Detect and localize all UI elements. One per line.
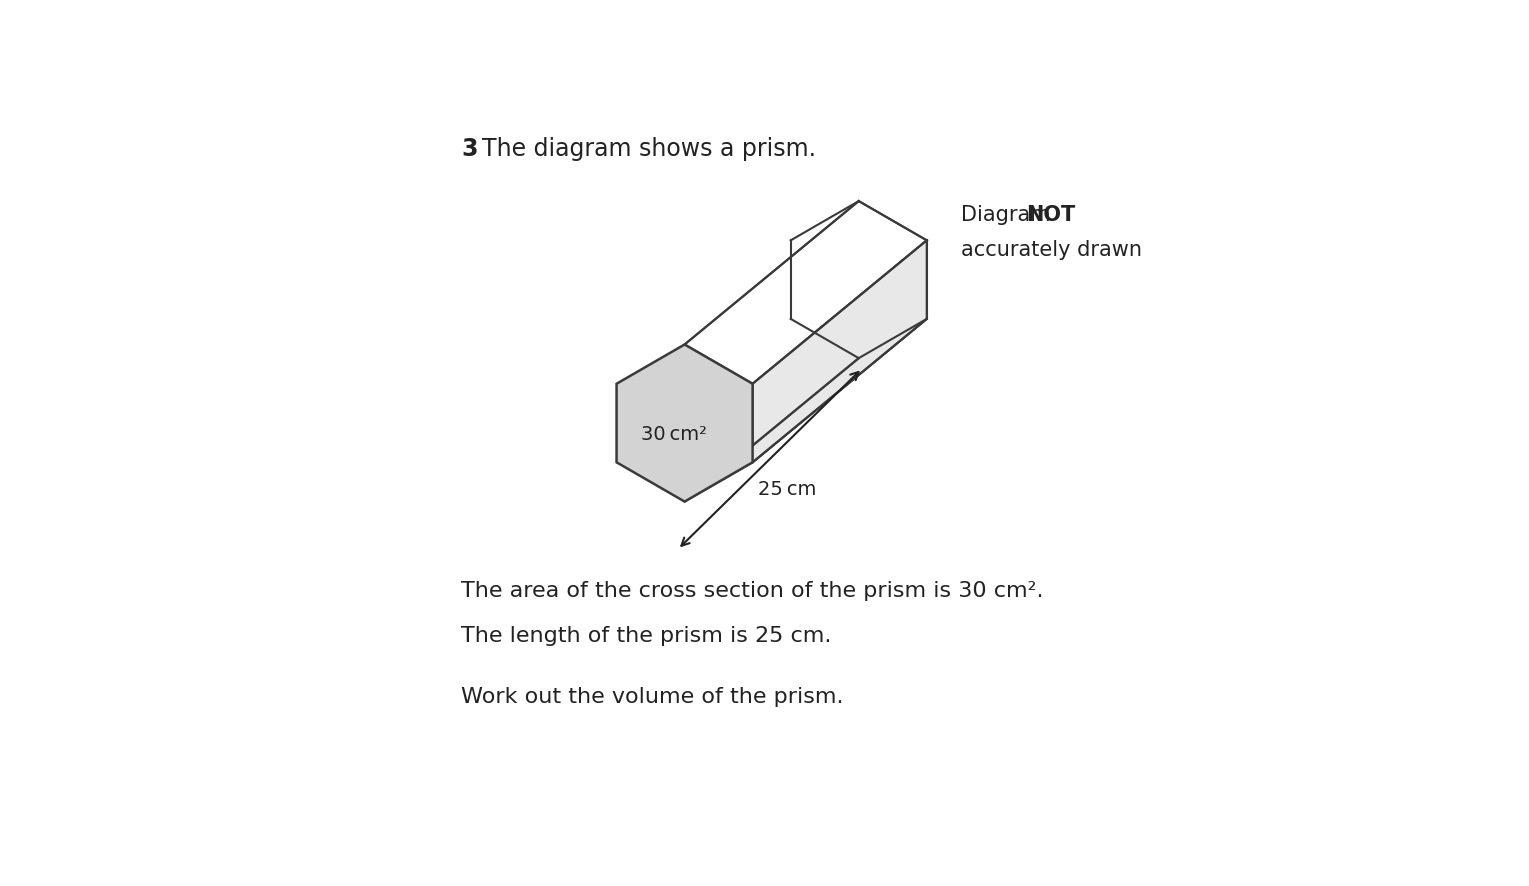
Text: NOT: NOT bbox=[1026, 206, 1075, 225]
Text: Diagram: Diagram bbox=[962, 206, 1058, 225]
Polygon shape bbox=[752, 241, 927, 462]
Polygon shape bbox=[685, 320, 927, 502]
Text: Work out the volume of the prism.: Work out the volume of the prism. bbox=[462, 686, 844, 706]
Text: 3: 3 bbox=[462, 137, 477, 161]
Text: 30 cm²: 30 cm² bbox=[641, 424, 708, 443]
Polygon shape bbox=[685, 202, 927, 385]
Text: The length of the prism is 25 cm.: The length of the prism is 25 cm. bbox=[462, 625, 832, 645]
Polygon shape bbox=[616, 345, 752, 502]
Text: accurately drawn: accurately drawn bbox=[962, 239, 1142, 260]
Text: The diagram shows a prism.: The diagram shows a prism. bbox=[482, 137, 816, 161]
Text: The area of the cross section of the prism is 30 cm².: The area of the cross section of the pri… bbox=[462, 580, 1044, 601]
Text: 25 cm: 25 cm bbox=[758, 480, 816, 499]
